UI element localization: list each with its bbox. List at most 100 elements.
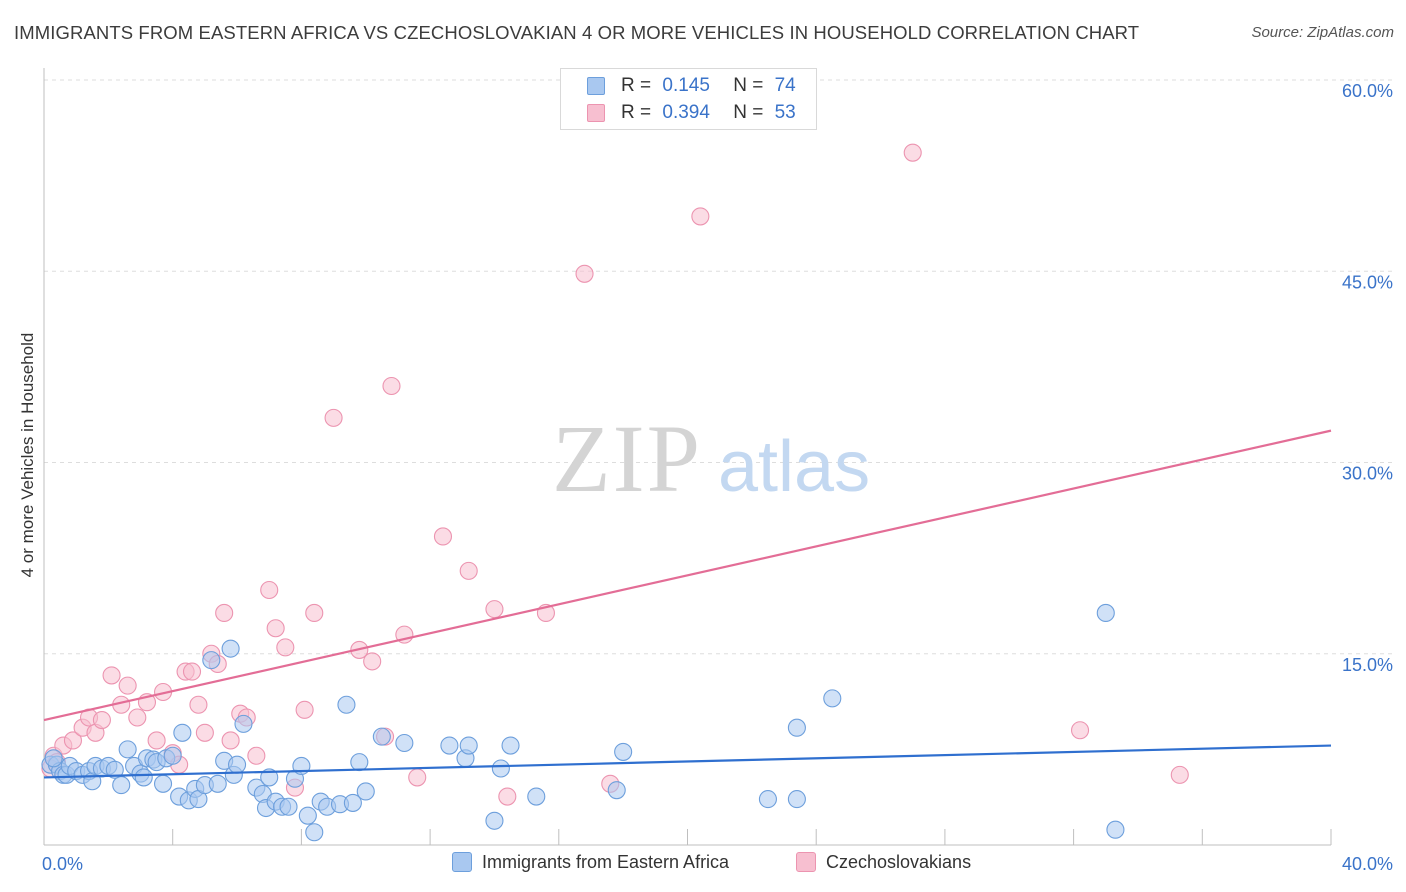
legend-item-czechoslovakians: Czechoslovakians [796,852,971,873]
data-point [372,727,391,746]
data-point [485,600,504,619]
r-value: 0.145 [662,75,710,96]
data-point [440,736,459,755]
data-point [202,651,221,670]
data-point [63,731,83,750]
data-point [614,742,633,761]
chart-title: IMMIGRANTS FROM EASTERN AFRICA VS CZECHO… [14,22,1140,43]
data-point [408,768,427,787]
series-eastern-africa-points [41,603,1125,842]
data-point [247,746,266,765]
data-point [305,603,324,623]
data-point [215,603,234,623]
data-point [208,774,227,793]
data-point [491,759,510,778]
n-label: N = [733,75,764,96]
data-point [92,710,111,730]
data-point [234,714,253,733]
data-point [758,790,777,809]
data-point [128,708,147,727]
data-point [527,787,546,806]
data-point [787,718,806,737]
legend-label-eastern-africa: Immigrants from Eastern Africa [482,852,730,872]
r-value: 0.394 [662,102,710,123]
data-point [153,774,173,793]
legend-label-czechoslovakians: Czechoslovakians [826,852,972,872]
swatch-czechoslovakians [587,104,605,122]
data-point [102,666,121,685]
data-point [459,736,478,755]
correlation-legend: R = 0.145 N = 74 R = 0.394 N = 53 [560,68,817,130]
r-label: R = [621,102,652,123]
swatch-eastern-africa [587,77,605,95]
data-point [395,733,414,753]
data-point [105,760,124,779]
data-point [189,695,208,714]
data-point [221,639,240,658]
data-point [1070,721,1090,740]
data-point [337,695,356,714]
axes [43,68,1331,846]
data-point [607,781,626,800]
watermark-atlas: atlas [718,427,870,507]
trend-line-czechoslovakians [43,429,1332,722]
data-point [485,811,504,830]
legend-item-eastern-africa: Immigrants from Eastern Africa [452,852,729,873]
y-tick-label: 60.0% [1342,81,1393,101]
source-label: Source: ZipAtlas.com [1251,24,1394,41]
data-point [44,749,63,768]
y-tick-label: 30.0% [1342,464,1393,484]
data-point [433,527,453,546]
data-point [823,689,842,708]
legend-swatch-czechoslovakians [796,852,816,872]
data-point [343,793,362,812]
data-point [266,619,285,638]
legend-swatch-eastern-africa [452,852,472,872]
data-point [295,700,314,719]
data-point [382,376,401,396]
data-point [147,731,166,750]
data-point [787,790,806,809]
data-point [575,264,594,283]
data-point [1106,820,1125,839]
data-point [221,731,240,750]
data-point [260,768,279,787]
x-tick-label: 40.0% [1342,854,1393,874]
data-point [459,561,478,580]
data-point [498,787,517,806]
data-point [163,746,182,765]
data-point [118,740,137,759]
y-tick-label: 45.0% [1342,272,1393,292]
data-point [260,580,279,600]
data-point [112,776,131,795]
data-point [356,782,375,801]
n-value: 74 [774,75,796,96]
data-point [305,823,324,842]
data-point [1170,765,1189,784]
watermark: ZIP atlas [552,405,870,512]
trend-line-eastern-africa [43,744,1332,779]
data-point [276,638,295,657]
data-point [228,755,247,774]
n-value: 53 [774,102,796,123]
data-point [134,768,153,787]
data-point [118,676,137,695]
data-point [903,143,922,162]
trend-lines [43,429,1332,779]
data-point [182,662,202,681]
data-point [173,723,192,742]
n-label: N = [733,102,764,123]
x-tick-label: 0.0% [42,854,83,874]
data-point [298,806,317,825]
data-point [279,797,298,816]
tick-labels: 15.0% 30.0% 45.0% 60.0% 0.0% 40.0% [42,81,1393,874]
data-point [691,207,710,226]
data-point [363,652,382,671]
y-tick-label: 15.0% [1342,655,1393,675]
data-point [195,723,214,742]
data-point [1096,603,1115,623]
data-point [501,736,520,755]
data-point [350,753,369,772]
r-label: R = [621,75,652,96]
